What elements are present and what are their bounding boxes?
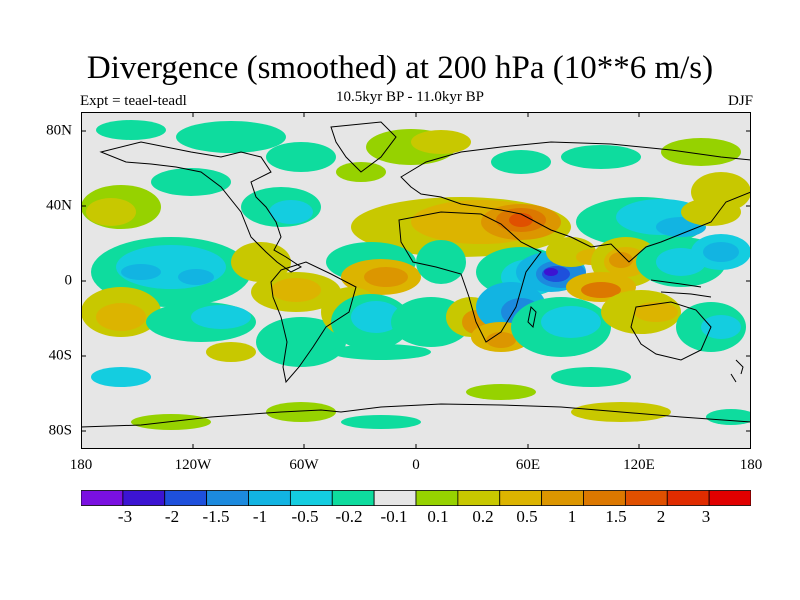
colorbar-label: -1.5 [202, 507, 230, 526]
lon-label-120w: 120W [174, 457, 212, 473]
colorbar-label: -1 [252, 507, 268, 526]
colorbar-box [708, 490, 751, 506]
divergence-map [81, 112, 751, 449]
lat-label-80n: 80N [46, 122, 72, 139]
season-label: DJF [727, 93, 753, 109]
colorbar-box [624, 490, 668, 506]
colorbar-box [583, 490, 626, 506]
colorbar-box [331, 490, 375, 506]
colorbar-label: -0.5 [291, 507, 319, 526]
colorbar-box [206, 490, 249, 506]
lon-label-120e: 120E [623, 457, 655, 473]
contour-fill-layer [81, 120, 751, 430]
colorbar-label: -0.2 [335, 507, 363, 526]
colorbar-label: 3 [701, 507, 711, 526]
colorbar-box [289, 490, 333, 506]
colorbar-box [499, 490, 543, 506]
colorbar-box [373, 490, 417, 506]
lat-label-40s: 40S [48, 347, 72, 364]
colorbar-box [415, 490, 459, 506]
colorbar [81, 490, 751, 506]
lat-label-0: 0 [64, 272, 73, 289]
coastlines [81, 121, 751, 428]
colorbar-label: 0.2 [472, 507, 494, 526]
lat-label-80s: 80S [48, 422, 72, 439]
colorbar-box [81, 490, 124, 506]
lon-label-60w: 60W [289, 457, 319, 473]
axis-ticks [81, 112, 751, 449]
colorbar-box [122, 490, 166, 506]
colorbar-label: 0.5 [516, 507, 538, 526]
colorbar-box [666, 490, 710, 506]
colorbar-label: -3 [117, 507, 133, 526]
colorbar-label: 0.1 [427, 507, 449, 526]
colorbar-box [541, 490, 584, 506]
colorbar-label: -0.1 [380, 507, 408, 526]
lon-label-180e: 180 [739, 457, 763, 473]
lon-label-180w: 180 [69, 457, 93, 473]
lat-label-40n: 40N [46, 197, 72, 214]
colorbar-label: 1 [567, 507, 577, 526]
experiment-label: Expt = teael-teadl [80, 93, 187, 109]
lon-label-60e: 60E [515, 457, 541, 473]
colorbar-box [164, 490, 208, 506]
colorbar-label: -2 [164, 507, 180, 526]
plot-subtitle: 10.5kyr BP - 11.0kyr BP [335, 89, 485, 105]
plot-title: Divergence (smoothed) at 200 hPa (10**6 … [86, 50, 714, 86]
colorbar-box [457, 490, 501, 506]
lon-label-0: 0 [412, 457, 420, 473]
colorbar-label: 2 [656, 507, 666, 526]
colorbar-box [248, 490, 291, 506]
colorbar-label: 1.5 [605, 507, 627, 526]
